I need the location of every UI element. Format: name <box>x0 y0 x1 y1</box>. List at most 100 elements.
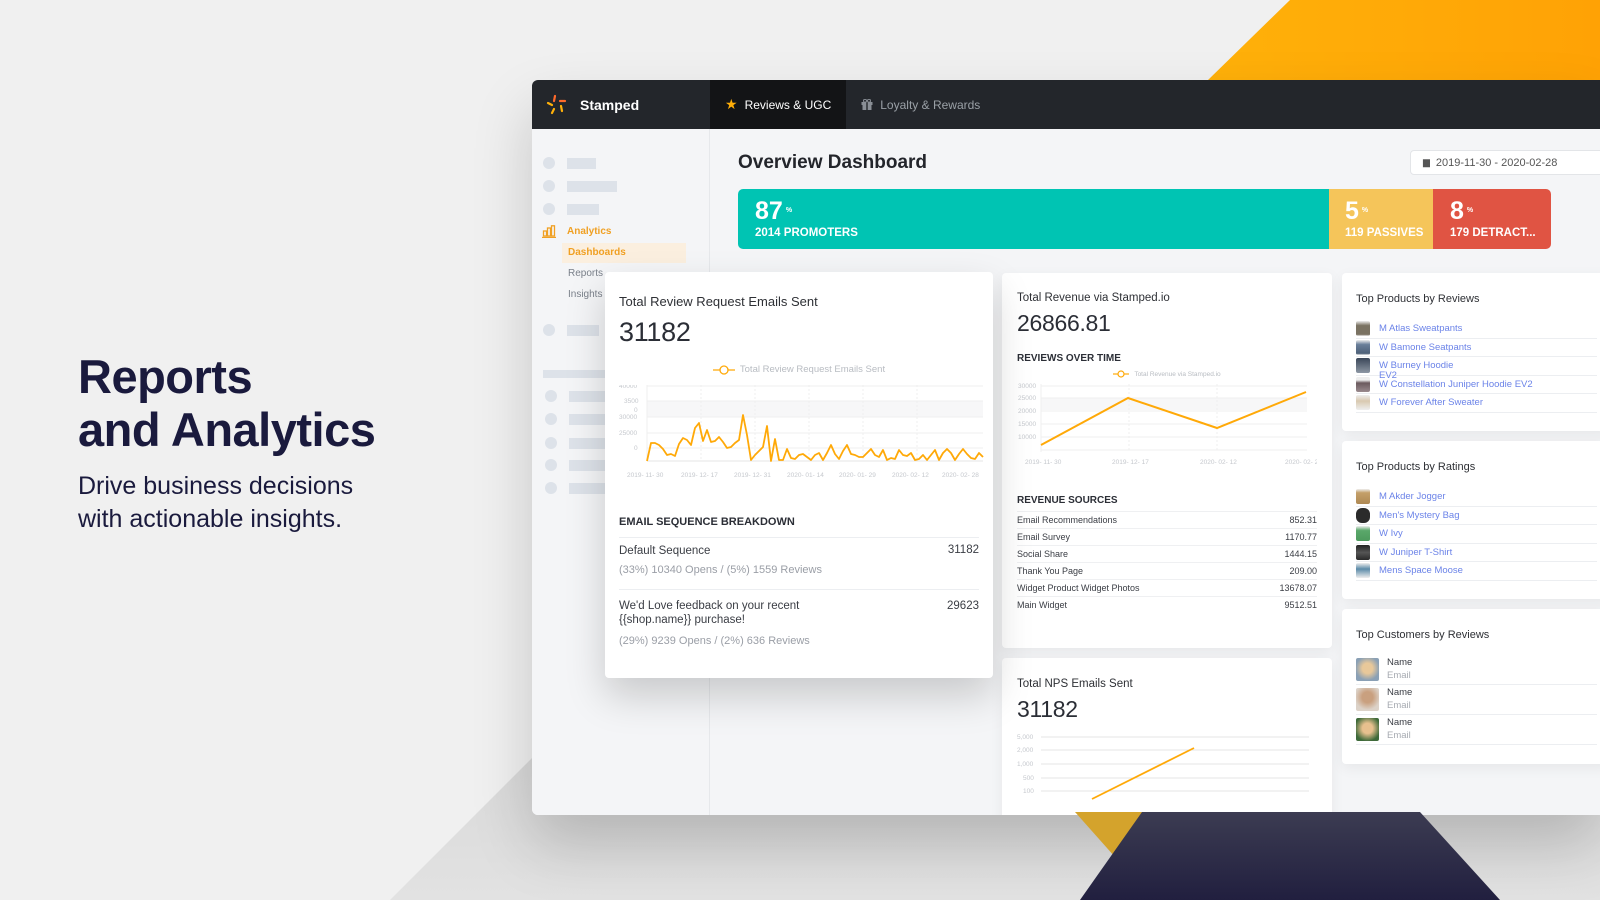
sidebar-item-dashboards[interactable]: Dashboards <box>562 243 686 263</box>
svg-text:0: 0 <box>634 407 638 414</box>
pct-sign: % <box>1466 207 1474 214</box>
nps-detractors[interactable]: 8% 179 DETRACT... <box>1433 189 1551 249</box>
product-link[interactable]: Mens Space Moose <box>1379 565 1463 577</box>
list-item[interactable]: W Juniper T-Shirt <box>1356 544 1597 562</box>
legend-label: Total Review Request Emails Sent <box>739 364 886 375</box>
sidebar-placeholder-item <box>543 180 617 192</box>
customer-list: Name Email Name Email Name Email <box>1356 655 1597 745</box>
product-thumbnail <box>1356 489 1370 505</box>
list-item[interactable]: Name Email <box>1356 685 1597 715</box>
product-link[interactable]: W Ivy <box>1379 528 1403 540</box>
list-item[interactable]: W Constellation Juniper Hoodie EV2 EV2 <box>1356 370 1597 394</box>
sequence-row[interactable]: Default Sequence (33%) 10340 Opens / (5%… <box>619 537 979 589</box>
product-thumbnail <box>1356 376 1370 392</box>
table-row: Main Widget 9512.51 <box>1017 596 1317 613</box>
nps-passives[interactable]: 5% 119 PASSIVES <box>1329 189 1433 249</box>
customer-email: Email <box>1387 670 1411 681</box>
date-range-picker[interactable]: ▆ 2019-11-30 - 2020-02-28 <box>1410 150 1600 175</box>
top-nav-bar: Stamped ★ Reviews & UGC Loyalty & Reward… <box>532 80 1600 129</box>
svg-text:2020- 02- 12: 2020- 02- 12 <box>892 472 929 479</box>
tab-label: Reviews & UGC <box>744 97 832 112</box>
svg-text:15000: 15000 <box>1018 421 1036 428</box>
review-emails-legend: Total Review Request Emails Sent <box>619 364 979 375</box>
product-link[interactable]: W Burney Hoodie <box>1379 360 1454 372</box>
hero: Reports and Analytics Drive business dec… <box>78 350 376 536</box>
nps-promoters[interactable]: 87% 2014 PROMOTERS <box>738 189 1329 249</box>
sidebar-placeholder-header <box>543 370 613 378</box>
product-link[interactable]: Men's Mystery Bag <box>1379 509 1460 521</box>
table-row: Widget Product Widget Photos 13678.07 <box>1017 579 1317 596</box>
hero-title-line2: and Analytics <box>78 403 376 456</box>
top-products-reviews-card: Top Products by Reviews M Atlas Sweatpan… <box>1342 273 1600 431</box>
hero-subtitle: Drive business decisions with actionable… <box>78 470 375 536</box>
sequence-value: 29623 <box>947 600 979 612</box>
reviews-over-time-title: REVIEWS OVER TIME <box>1017 353 1121 364</box>
source-name: Widget Product Widget Photos <box>1017 583 1140 593</box>
review-emails-value: 31182 <box>619 317 691 347</box>
product-link[interactable]: M Akder Jogger <box>1379 491 1446 503</box>
list-item[interactable]: W Forever After Sweater <box>1356 394 1597 413</box>
star-icon: ★ <box>725 96 738 112</box>
sequence-row[interactable]: We'd Love feedback on your recent {{shop… <box>619 589 979 647</box>
svg-text:1,000: 1,000 <box>1017 761 1034 768</box>
source-value: 13678.07 <box>1279 583 1317 593</box>
source-value: 9512.51 <box>1284 600 1317 610</box>
product-thumbnail <box>1356 358 1370 374</box>
list-item[interactable]: W Burney Hoodie <box>1356 357 1597 376</box>
promoters-pct: 87 <box>755 197 783 225</box>
revenue-card: Total Revenue via Stamped.io 26866.81 RE… <box>1002 273 1332 648</box>
svg-text:2020- 01- 29: 2020- 01- 29 <box>839 472 876 479</box>
list-item[interactable]: Name Email <box>1356 655 1597 685</box>
page-title: Overview Dashboard <box>738 152 928 173</box>
list-item[interactable]: W Ivy <box>1356 525 1597 544</box>
product-thumbnail <box>1356 395 1370 411</box>
nps-summary-bar: 87% 2014 PROMOTERS 5% 119 PASSIVES 8% 17… <box>738 189 1551 249</box>
svg-text:5,000: 5,000 <box>1017 734 1034 741</box>
customer-email: Email <box>1387 700 1411 711</box>
tab-label: Loyalty & Rewards <box>880 97 981 112</box>
product-link[interactable]: W Bamone Seatpants <box>1379 341 1472 353</box>
tab-reviews-ugc[interactable]: ★ Reviews & UGC <box>710 80 847 129</box>
svg-text:40000: 40000 <box>619 385 637 390</box>
product-link[interactable]: W Constellation Juniper Hoodie EV2 <box>1379 378 1533 390</box>
revenue-line-chart: 30000 25000 20000 15000 10000 2019- 11- … <box>1018 383 1322 466</box>
detractors-label: 179 DETRACT... <box>1450 227 1536 239</box>
list-item[interactable]: Men's Mystery Bag <box>1356 507 1597 525</box>
svg-text:2019- 11- 30: 2019- 11- 30 <box>627 472 664 479</box>
product-list: M Akder Jogger Men's Mystery Bag W Ivy W… <box>1356 488 1597 581</box>
overflow-text: EV2 <box>1379 369 1397 381</box>
sidebar-item-analytics[interactable]: Analytics <box>542 225 611 238</box>
brand-logo[interactable]: Stamped <box>532 80 710 129</box>
list-item[interactable]: Mens Space Moose <box>1356 562 1597 581</box>
tab-loyalty-rewards[interactable]: Loyalty & Rewards <box>846 80 995 129</box>
list-item[interactable]: M Atlas Sweatpants <box>1356 320 1597 339</box>
table-row: Social Share 1444.15 <box>1017 545 1317 562</box>
list-item[interactable]: M Akder Jogger <box>1356 488 1597 507</box>
sidebar-placeholder-item <box>545 413 609 425</box>
legend-label: Total Revenue via Stamped.io <box>1134 370 1221 378</box>
sidebar-placeholder-item <box>545 459 609 471</box>
svg-text:0: 0 <box>634 445 638 452</box>
nps-emails-value: 31182 <box>1017 696 1078 722</box>
product-link[interactable]: M Atlas Sweatpants <box>1379 323 1463 335</box>
svg-text:2020- 02- 28: 2020- 02- 28 <box>1285 459 1317 466</box>
product-link[interactable]: W Juniper T-Shirt <box>1379 546 1453 558</box>
svg-text:3500: 3500 <box>624 398 639 405</box>
svg-text:2019- 11- 30: 2019- 11- 30 <box>1025 459 1062 466</box>
svg-text:10000: 10000 <box>1018 434 1036 441</box>
product-link[interactable]: W Forever After Sweater <box>1379 397 1484 409</box>
sidebar-item-reports[interactable]: Reports <box>568 268 604 279</box>
pct-sign: % <box>785 207 793 214</box>
product-thumbnail <box>1356 526 1370 542</box>
list-item[interactable]: Name Email <box>1356 715 1597 745</box>
sidebar-placeholder-item <box>543 203 599 215</box>
bg-navy-shape <box>1080 812 1500 900</box>
hero-title: Reports and Analytics <box>78 350 376 456</box>
sidebar-placeholder-item <box>543 157 596 169</box>
bar-chart-icon <box>542 225 556 238</box>
sidebar-item-insights[interactable]: Insights <box>568 289 603 300</box>
list-item[interactable]: W Bamone Seatpants <box>1356 339 1597 357</box>
table-row: Thank You Page 209.00 <box>1017 562 1317 579</box>
source-value: 852.31 <box>1289 515 1317 525</box>
revenue-sources-title: REVENUE SOURCES <box>1017 495 1118 506</box>
